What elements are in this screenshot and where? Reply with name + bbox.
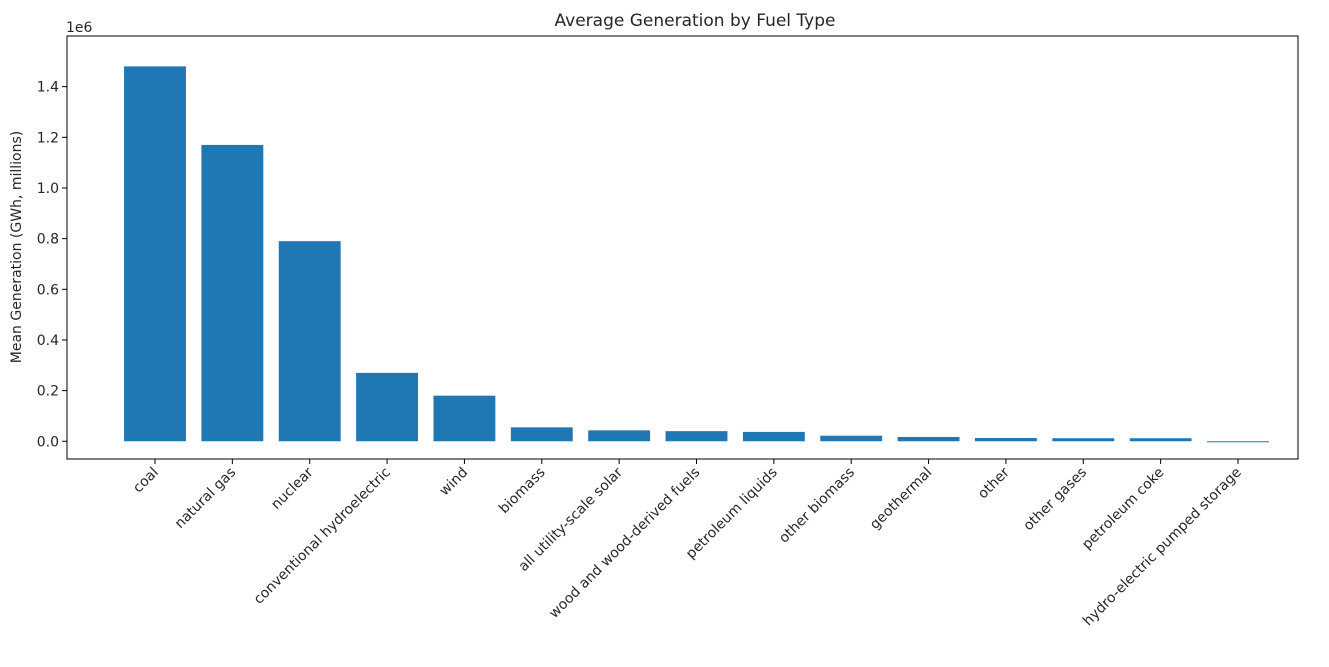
y-tick-label: 1.2 bbox=[37, 130, 59, 146]
x-tick-label: geothermal bbox=[867, 465, 935, 533]
y-tick-label: 0.0 bbox=[37, 434, 59, 450]
x-tick-label: petroleum coke bbox=[1079, 465, 1167, 553]
chart-title: Average Generation by Fuel Type bbox=[555, 11, 836, 31]
bar-other bbox=[974, 437, 1037, 442]
bar-all-utility-scale-solar bbox=[588, 430, 651, 442]
x-tick-label: nuclear bbox=[268, 464, 316, 512]
x-tick-label: other gases bbox=[1021, 465, 1091, 535]
y-axis-scale-label: 1e6 bbox=[66, 20, 93, 36]
bar-petroleum-liquids bbox=[742, 431, 805, 442]
y-axis-label: Mean Generation (GWh, millions) bbox=[9, 131, 25, 363]
bar-natural-gas bbox=[201, 144, 264, 442]
bar-other-biomass bbox=[820, 435, 883, 442]
x-tick-label: wind bbox=[437, 465, 472, 500]
x-tick-label: natural gas bbox=[172, 465, 239, 532]
bar-nuclear bbox=[278, 241, 341, 442]
x-tick-label: conventional hydroelectric bbox=[251, 465, 394, 608]
y-tick-label: 1.4 bbox=[37, 80, 59, 96]
x-tick-label: hydro-electric pumped storage bbox=[1080, 465, 1245, 630]
x-tick-label: other biomass bbox=[776, 465, 858, 547]
y-tick-label: 0.4 bbox=[37, 333, 59, 349]
bar-geothermal bbox=[897, 436, 960, 442]
x-tick-label: coal bbox=[130, 465, 162, 497]
x-tick-label: other bbox=[975, 464, 1013, 502]
bar-wood-and-wood-derived-fuels bbox=[665, 431, 728, 442]
y-tick-label: 0.6 bbox=[37, 282, 59, 298]
bar-other-gases bbox=[1052, 438, 1115, 442]
plot-area: 0.0 0.2 0.4 0.6 0.8 1.0 1.2 1.4 coal natural gas n… bbox=[37, 35, 1299, 630]
x-tick-label: biomass bbox=[496, 465, 548, 517]
bar-petroleum-coke bbox=[1129, 438, 1192, 442]
bar-conventional-hydroelectric bbox=[356, 372, 419, 442]
plot-frame bbox=[66, 35, 1299, 460]
bar-wind bbox=[433, 395, 496, 442]
y-tick-label: 0.8 bbox=[37, 232, 59, 248]
x-tick-label: wood and wood-derived fuels bbox=[546, 465, 703, 622]
bar-hydro-electric-pumped-storage bbox=[1207, 441, 1269, 443]
bar-coal bbox=[124, 66, 186, 442]
y-tick-label: 0.2 bbox=[37, 384, 59, 400]
y-tick-label: 1.0 bbox=[37, 181, 59, 197]
bar-biomass bbox=[510, 427, 573, 442]
